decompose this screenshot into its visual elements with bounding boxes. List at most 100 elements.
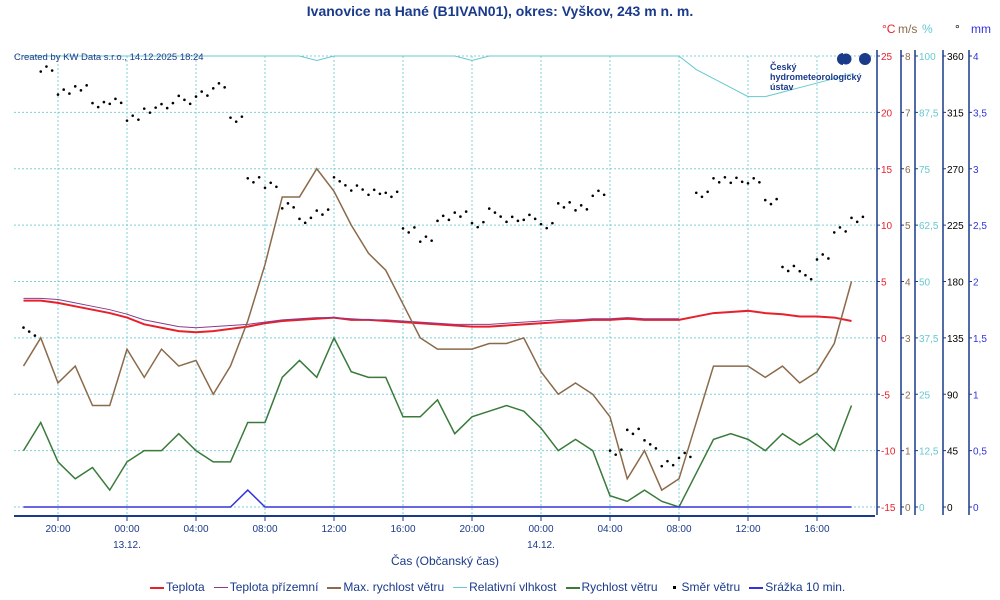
wind-direction-point	[832, 231, 836, 234]
series-relativn-vlhkost-line	[23, 55, 852, 98]
y-tick-label-temp: 5	[881, 278, 887, 289]
wind-direction-point	[165, 106, 169, 110]
wind-direction-point	[487, 207, 491, 210]
wind-direction-point	[470, 221, 474, 225]
wind-direction-point	[579, 204, 583, 207]
wind-direction-point	[516, 219, 520, 223]
y-tick-label-wind: 8	[905, 52, 911, 63]
wind-direction-point	[315, 209, 319, 212]
wind-direction-point	[712, 176, 715, 180]
y-tick-label-humidity: 37,5	[919, 334, 939, 345]
y-tick-label-precip: 2	[973, 278, 979, 289]
wind-direction-point	[482, 220, 485, 224]
x-tick-label: 20:00	[45, 524, 70, 535]
y-tick-label-precip: 4	[973, 52, 979, 63]
x-tick-label: 12:00	[321, 524, 346, 535]
y-tick-label-precip: 0	[973, 503, 979, 514]
y-tick-label-humidity: 12,5	[919, 447, 939, 458]
series-rychlost-v-tru-line	[22, 336, 853, 508]
wind-direction-point	[269, 181, 273, 185]
y-tick-label-direction: 180	[947, 278, 964, 289]
wind-direction-point	[602, 193, 606, 197]
wind-direction-point	[50, 69, 54, 72]
legend-item-direction[interactable]: Směr větru	[667, 580, 740, 594]
unit-temp: °C	[882, 22, 896, 36]
wind-direction-point	[252, 180, 255, 184]
x-tick-label: 08:00	[252, 524, 277, 535]
y-tick-label-temp: -15	[881, 503, 896, 514]
wind-direction-point	[45, 65, 48, 68]
y-tick-label-temp: -10	[881, 447, 896, 458]
wind-direction-point	[804, 273, 807, 277]
legend-item-ground-temp[interactable]: Teplota přízemní	[213, 580, 318, 594]
legend-item-precip[interactable]: Srážka 10 min.	[749, 580, 845, 594]
y-tick-label-precip: 0,5	[973, 447, 987, 458]
wind-direction-point	[390, 195, 393, 199]
wind-direction-point	[815, 258, 819, 261]
y-tick-label-wind: 6	[905, 165, 911, 176]
y-tick-label-temp: 15	[881, 165, 893, 176]
y-tick-label-precip: 1,5	[973, 334, 987, 345]
wind-direction-point	[257, 175, 261, 179]
x-tick-label: 08:00	[666, 524, 691, 535]
wind-direction-point	[33, 334, 37, 337]
wind-direction-point	[436, 219, 439, 223]
wind-direction-point	[763, 198, 767, 202]
wind-direction-point	[441, 214, 445, 218]
wind-direction-point	[637, 427, 640, 431]
wind-direction-point	[22, 326, 25, 329]
wind-direction-point	[355, 184, 359, 187]
y-tick-label-precip: 1	[973, 390, 979, 401]
wind-direction-point	[96, 105, 100, 109]
legend-item-max-wind[interactable]: Max. rychlost větru	[327, 580, 444, 594]
wind-direction-point	[556, 202, 560, 205]
wind-direction-point	[625, 428, 629, 432]
wind-direction-point	[654, 447, 658, 450]
y-tick-label-direction: 90	[947, 390, 959, 401]
wind-direction-point	[39, 70, 43, 73]
wind-direction-point	[585, 208, 589, 211]
wind-direction-point	[418, 240, 422, 243]
y-tick-label-wind: 0	[905, 503, 911, 514]
wind-direction-point	[522, 218, 526, 222]
x-tick-label: 04:00	[183, 524, 208, 535]
wind-direction-point	[683, 451, 686, 455]
wind-direction-point	[240, 115, 244, 118]
wind-direction-point	[349, 189, 353, 192]
wind-direction-point	[798, 269, 802, 273]
y-tick-label-temp: 10	[881, 221, 893, 232]
wind-direction-point	[68, 92, 71, 95]
logo-line: ústav	[770, 82, 794, 92]
wind-direction-point	[102, 100, 106, 104]
series-teplota-line	[23, 299, 852, 334]
wind-direction-point	[533, 217, 537, 221]
wind-direction-point	[183, 98, 186, 102]
wind-direction-point	[459, 215, 462, 218]
wind-direction-point	[648, 443, 652, 446]
wind-direction-point	[171, 101, 175, 105]
wind-direction-point	[384, 191, 388, 195]
x-tick-label: 12:00	[735, 524, 760, 535]
wind-direction-point	[292, 206, 295, 209]
wind-direction-point	[660, 464, 664, 468]
wind-direction-point	[275, 185, 278, 189]
wind-direction-point	[148, 111, 152, 114]
unit-precip: mm	[971, 22, 991, 36]
y-tick-label-humidity: 87,5	[919, 108, 939, 119]
wind-direction-point	[62, 88, 65, 91]
wind-direction-point	[476, 225, 480, 229]
x-tick-label: 16:00	[804, 524, 829, 535]
legend-item-wind[interactable]: Rychlost větru	[565, 580, 658, 594]
wind-direction-point	[499, 215, 502, 218]
legend-item-humidity[interactable]: Relativní vlhkost	[453, 580, 557, 594]
legend-item-temp[interactable]: Teplota	[150, 580, 205, 594]
x-tick-label: 00:00	[528, 524, 553, 535]
wind-direction-point	[142, 107, 146, 110]
y-tick-label-wind: 7	[905, 108, 911, 119]
wind-direction-point	[464, 210, 468, 213]
wind-direction-point	[838, 226, 842, 229]
wind-direction-point	[85, 84, 88, 87]
y-tick-label-wind: 3	[905, 334, 911, 345]
wind-direction-point	[689, 455, 692, 459]
